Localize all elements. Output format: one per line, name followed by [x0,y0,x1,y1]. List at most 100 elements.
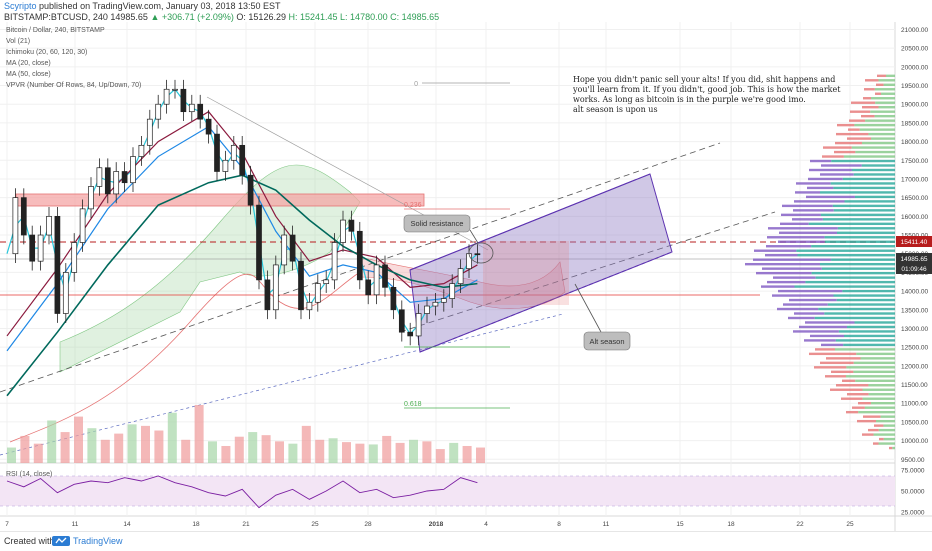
vp-up-13 [862,388,895,391]
callout-resistance[interactable]: Solid resistance [403,214,494,264]
time-tick-7: 2018 [429,521,444,528]
candle-body-43 [365,279,372,296]
ma50-line [6,174,478,397]
candle-body-49 [415,313,422,337]
rsi-axis[interactable]: 75.0000 50.0000 25.0000 [901,468,925,517]
vp-up-39 [811,271,895,275]
vp-up-59 [830,182,895,185]
price-tick-18: 12000.00 [901,363,928,370]
vp-down-28 [805,321,855,324]
candle-body-18 [155,103,162,120]
note-line-2: you'll learn from it. If you didn't, goo… [572,85,841,94]
vp-down-47 [767,236,825,239]
vp-up-56 [854,195,895,199]
candle-body-48 [407,331,414,337]
vp-up-69 [871,137,895,140]
vp-down-60 [808,177,843,181]
chart-header: Scyripto published on TradingView.com, J… [0,0,932,22]
vp-up-14 [868,384,895,387]
vp-down-42 [753,258,832,261]
vp-up-83 [886,74,895,78]
vp-up-28 [854,321,895,324]
vp-up-29 [814,316,895,320]
time-tick-6: 28 [364,521,372,528]
volume-bar-31 [422,441,432,463]
legend-volume[interactable]: Vol (21) [6,38,30,45]
channel-top-edge[interactable] [409,173,651,271]
annotation-note[interactable]: Hope you didn't panic sell your alts! If… [572,75,841,114]
candle-body-2 [20,197,27,236]
volume-bar-3 [47,420,57,463]
legend-symbol[interactable]: Bitcoin / Dollar, 240, BITSTAMP [6,27,105,34]
candle-body-56 [474,253,481,256]
price-tick-20: 11000.00 [901,401,928,408]
candle-body-42 [356,230,363,281]
vp-down-41 [745,262,820,266]
fib-label-0236: 0.236 [404,202,422,209]
resistance-zone[interactable] [15,193,425,207]
candle-body-5 [46,215,52,236]
time-tick-14: 25 [846,521,854,528]
price-tick-16: 13000.00 [901,326,928,333]
trendline-channel-extension[interactable] [399,211,776,333]
vp-up-24 [835,339,895,342]
time-axis[interactable]: 7 11 14 18 21 25 28 2018 4 8 11 15 18 22 25 [5,521,854,528]
vp-up-58 [833,186,895,190]
volume-bar-15 [208,441,217,463]
volume-bars [7,405,485,463]
callout-alt-season[interactable]: Alt season [574,283,631,351]
vp-down-2 [879,437,884,441]
vp-up-23 [843,343,895,347]
vp-down-43 [765,254,798,257]
legend-vpvr[interactable]: VPVR (Number Of Rows, 84, Up/Down, 70) [6,82,141,89]
vp-up-0 [892,446,895,450]
candle-body-38 [323,279,330,284]
projection-box[interactable] [483,241,569,305]
vp-down-8 [846,410,859,414]
legend-ichimoku[interactable]: Ichimoku (20, 60, 120, 30) [6,49,87,56]
legend-ma20[interactable]: MA (20, close) [6,60,51,67]
tradingview-logo-icon[interactable] [52,534,70,548]
vp-down-13 [830,388,863,391]
volume-bar-10 [141,425,150,463]
last-price: 14985.65 [110,12,148,22]
rsi-legend[interactable]: RSI (14, close) [6,471,52,478]
author-link[interactable]: Scyripto [4,1,37,11]
tradingview-brand[interactable]: TradingView [73,536,123,546]
vp-down-76 [862,106,879,109]
vp-up-26 [838,330,895,333]
candle-body-10 [88,186,94,210]
volume-bar-28 [382,435,392,463]
vp-down-44 [754,249,797,252]
vp-down-52 [781,213,821,217]
vp-up-72 [854,123,895,127]
vp-down-65 [822,155,844,158]
candle-body-53 [449,283,456,299]
note-line-4: alt season is upon us [573,105,658,114]
btc-chart[interactable]: 0 0.236 0.618 Bitcoin / Dollar, 240, BIT… [0,22,932,531]
vp-down-23 [821,343,844,347]
ichimoku-cloud-bull [59,164,361,373]
candle-body-47 [398,309,405,333]
symbol-label[interactable]: BITSTAMP:BTCUSD, 240 [4,12,108,22]
vp-down-75 [850,110,871,113]
resistance-price-text: 15411.40 [901,239,928,246]
vp-down-71 [848,128,860,131]
alt-pointer [574,283,602,333]
volume-bar-11 [154,430,164,463]
volume-bar-23 [315,439,325,463]
channel-bottom-edge[interactable] [419,251,673,353]
vp-down-11 [841,397,863,400]
vp-up-11 [862,397,895,400]
volume-bar-25 [342,442,351,463]
time-tick-12: 18 [727,521,735,528]
time-tick-2: 14 [123,521,131,528]
candle-body-50 [424,305,430,314]
candle-body-23 [197,103,204,120]
vp-up-42 [831,258,895,261]
volume-bar-5 [74,416,83,463]
legend-ma50[interactable]: MA (50, close) [6,71,51,78]
price-tick-15: 13500.00 [901,307,928,314]
vp-down-56 [806,195,855,199]
vp-down-61 [820,173,854,176]
